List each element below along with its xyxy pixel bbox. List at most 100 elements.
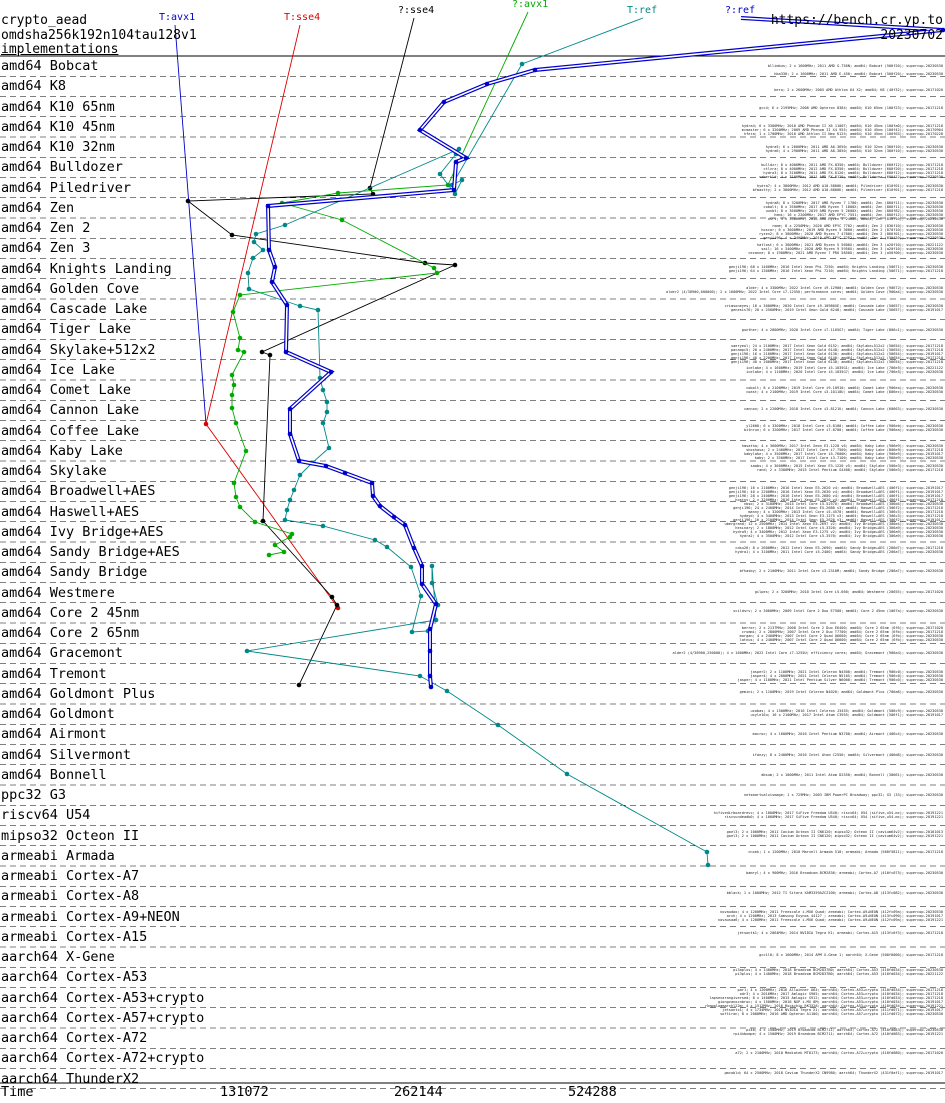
row-label: amd64 K10 32nm <box>1 139 115 155</box>
data-point <box>377 503 383 509</box>
machine-description: gcc4; 6 x 2195MHz; 2008 AMD Opteron 8384… <box>759 106 943 110</box>
data-point <box>417 127 423 133</box>
row-label: amd64 Sandy Bridge <box>1 564 148 581</box>
x-axis-label: Time <box>1 1084 34 1100</box>
machine-description: hfera; 1 x 1700MHz; 2010 AMD Athlon II N… <box>743 132 943 136</box>
data-point <box>287 431 293 437</box>
machine-description: hba330; 2 x 1600MHz; 2011 AMD E-450; amd… <box>774 72 943 76</box>
machine-description: jasper2; 2 x 1100MHz; 2021 Intel Celeron… <box>750 670 943 674</box>
x-tick-label: 262144 <box>394 1084 443 1100</box>
machine-description: giongvanocnbroc; 4 x 1500MHz; 2016 NXP i… <box>717 1000 943 1004</box>
machine-description: bitnrun; 6 x 3200MHz; 2017 Intel Core i7… <box>743 428 943 432</box>
machine-description: lapsevarangiversed; 8 x 1400MHz; 2015 Am… <box>709 996 943 1000</box>
data-point <box>241 349 247 355</box>
data-point <box>229 372 235 378</box>
data-point <box>231 382 237 388</box>
machine-description: uunbt; 8 x 3600MHz; 2019 AMD Ryzen 5 260… <box>765 209 943 213</box>
machine-description: crummi; 2 x 2800MHz; 2007 Intel Core 2 D… <box>741 630 943 634</box>
row-label: amd64 Cannon Lake <box>1 402 140 419</box>
data-point <box>419 581 425 587</box>
machine-description: cnxek; 1 x 1200MHz; 2010 Marvell Armada … <box>748 850 943 854</box>
data-point <box>260 518 266 524</box>
row-label: amd64 Bulldozer <box>1 159 123 176</box>
data-point <box>342 470 348 476</box>
data-point <box>323 463 329 469</box>
machine-description: bero; 2 x 2600MHz; 2005 AMD Athlon 64 X2… <box>774 88 943 92</box>
data-point <box>185 198 191 204</box>
data-point <box>329 594 335 600</box>
machine-description: cezanne; 8 x 1900MHz; 2021 AMD Ryzen 7 P… <box>748 251 943 255</box>
data-point <box>428 684 434 690</box>
data-point <box>940 27 945 33</box>
data-point <box>272 542 278 548</box>
machine-description: ifanzy; 8 x 2400MHz; 2016 Intel Atom C25… <box>752 753 943 757</box>
machine-description: genji196; 40 x 2000MHz; 2017 Intel Xeon … <box>730 360 943 364</box>
row-label: amd64 Core 2 65nm <box>1 625 140 641</box>
data-point <box>233 494 239 500</box>
data-point <box>320 387 326 393</box>
data-point <box>564 771 570 777</box>
machine-description: gcc1l0; 8 x 1600MHz; 2014 APM X-Gene 1; … <box>759 953 943 957</box>
data-point <box>260 247 266 253</box>
data-point <box>326 445 332 451</box>
row-label: amd64 Golden Cove <box>1 280 140 297</box>
row-label: amd64 K10 45nm <box>1 118 115 135</box>
row-label: amd64 K10 65nm <box>1 98 115 115</box>
data-point <box>296 682 302 688</box>
machine-description: genesis76; 20 x 2500MHz; 2019 Intel Xeon… <box>730 308 943 312</box>
data-point <box>328 369 334 375</box>
machine-description: morgan; 4 x 2400MHz; 2007 Intel Core 2 Q… <box>739 634 943 638</box>
machine-description: goel3; 2 x 1000MHz; 2011 Cavium Octeon I… <box>726 834 943 838</box>
machine-description: shoshava; 2 x 2400MHz; 2017 Intel Core i… <box>746 448 943 452</box>
machine-description: ctlvra; 8 x 4000MHz; 2012 AMD FX-8350; a… <box>763 167 943 171</box>
data-point <box>452 191 458 197</box>
row-label: amd64 Zen 2 <box>1 220 91 236</box>
data-point <box>369 480 375 486</box>
machine-description: genji196; 68 x 1400MHz; 2016 Intel Xeon … <box>728 265 943 269</box>
machine-description: pi3plus; 4 x 1400MHz; 2018 Broadcom BCM2… <box>735 972 943 976</box>
row-label: ppc32 G3 <box>1 787 67 803</box>
data-point <box>265 203 271 209</box>
data-point <box>429 563 435 569</box>
machine-description: bllimbus; 2 x 1600MHz; 2011 AMD G-T56N; … <box>767 64 943 68</box>
machine-description: hydra9; 4 x 3400MHz; 2012 Intel Xeon E3-… <box>733 530 943 534</box>
data-point <box>409 629 415 635</box>
data-point <box>259 349 265 355</box>
machine-description: icelake; 4 x 1600MHz; 2019 Intel Core i5… <box>746 366 943 370</box>
machine-description: ubergrand; 12 x 2500MHz; 2014 Intel Xeon… <box>724 522 943 526</box>
series-label: T:ref <box>627 5 658 16</box>
machine-description: saeryeol; 24 x 2100MHz; 2017 Intel Xeon … <box>730 344 943 348</box>
machine-description: kaby; 2 x 3300MHz; 2017 Intel Core i3-71… <box>754 456 943 460</box>
machine-description: hydra6; 4 x 2900MHz; 2011 AMD A8-3850; a… <box>765 149 943 153</box>
data-point <box>417 673 423 679</box>
row-label: amd64 Bonnell <box>1 766 107 783</box>
machine-description: genji196; 16 x 2100MHz; 2014 Intel Xeon … <box>733 518 943 522</box>
site-url[interactable]: https://bench.cr.yp.to <box>770 13 943 28</box>
data-point <box>267 352 273 358</box>
data-point <box>427 673 433 679</box>
data-point <box>433 617 439 623</box>
machine-description: hydra2; 4 x 3500MHz; 2012 Intel Core i5-… <box>739 534 943 538</box>
machine-description: hydra7; 4 x 3800MHz; 2012 AMD A10-5800K;… <box>756 184 943 188</box>
primitive-name: crypto_aead <box>1 13 88 28</box>
data-point <box>237 504 243 510</box>
data-point <box>704 849 710 855</box>
machine-description: sabertld; 4 x 3100MHz; 2011 AMD FX-8120;… <box>759 175 943 179</box>
data-point <box>237 292 243 298</box>
machine-description: cdsu26; 8 x 2600MHz; 2012 Intel Xeon E5-… <box>735 546 943 550</box>
data-point <box>429 580 435 586</box>
machine-description: pi4b; 4 x 1500MHz; 2019 Broadcom BCM2711… <box>746 1028 943 1032</box>
machine-description: odr3; 4 x 2016MHz; 2017 Amlogic S905; aa… <box>739 992 943 996</box>
data-point <box>281 549 287 555</box>
implementations-link[interactable]: implementations <box>1 42 119 57</box>
machine-description: pacaapi5; 20 x 2400MHz; 2017 Intel Xeon … <box>730 348 943 352</box>
machine-description: mcmaster; 6 x 3200MHz; 2009 AMD Phenom I… <box>741 128 943 132</box>
machine-description: genji196; 24 x 2400MHz; 2014 Intel Xeon … <box>733 506 943 510</box>
data-point <box>459 177 465 183</box>
machine-description: goel3; 2 x 1000MHz; 2011 Cavium Octeon I… <box>726 830 943 834</box>
data-point <box>297 303 303 309</box>
machine-description: coast; 4 x 2100MHz; 2019 Intel Core i3-1… <box>746 390 943 394</box>
row-label: amd64 Ivy Bridge+AES <box>1 523 164 540</box>
x-tick-label: 131072 <box>220 1084 269 1100</box>
